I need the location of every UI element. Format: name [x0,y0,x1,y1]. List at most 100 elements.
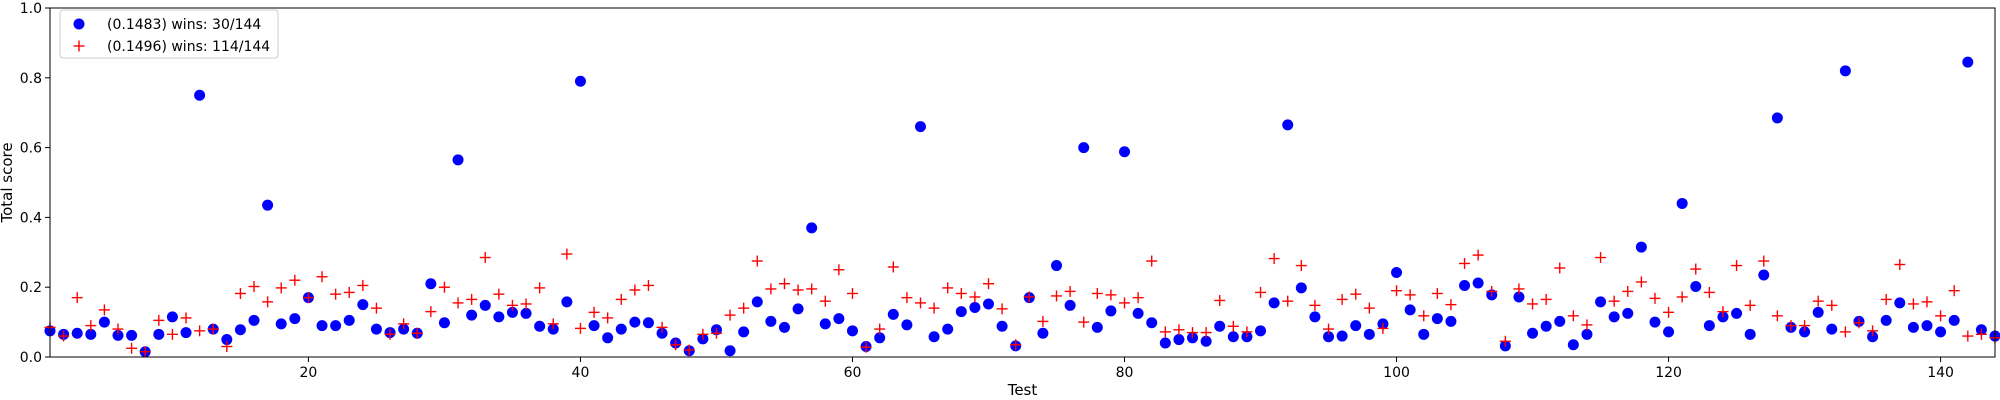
data-point-circle [765,315,777,327]
data-point-circle [1459,279,1471,291]
data-point-plus [846,287,858,299]
data-point-plus [1758,255,1770,267]
data-point-circle [479,299,491,311]
data-point-circle [1744,328,1756,340]
data-point-circle [1935,326,1947,338]
data-point-circle [330,320,342,332]
data-point-plus [275,282,287,294]
data-point-circle [1703,320,1715,332]
data-point-plus [969,291,981,303]
data-point-circle [846,325,858,337]
data-point-circle [316,320,328,332]
x-tick-label: 80 [1116,365,1134,381]
data-point-plus [1690,263,1702,275]
data-point-plus [1540,293,1552,305]
data-point-circle [1350,320,1362,332]
data-point-plus [1227,320,1239,332]
data-point-plus [1214,294,1226,306]
data-point-plus [1527,298,1539,310]
data-point-plus [506,299,518,311]
data-point-plus [1377,322,1389,334]
x-tick-label: 100 [1383,365,1410,381]
data-point-plus [234,287,246,299]
y-axis-label: Total score [0,142,16,223]
data-point-plus [384,328,396,340]
legend-entry-series-2: (0.1496) wins: 114/144 [107,39,270,55]
data-point-circle [574,75,586,87]
data-point-plus [860,341,872,353]
data-point-plus [1391,285,1403,297]
data-point-plus [697,328,709,340]
data-point-circle [1037,327,1049,339]
data-point-plus [1472,249,1484,261]
data-point-plus [1350,288,1362,300]
data-point-circle [1214,320,1226,332]
data-point-plus [1744,299,1756,311]
data-point-circle [751,296,763,308]
data-point-plus [1608,295,1620,307]
data-point-circle [98,316,110,328]
data-point-circle [1962,56,1974,68]
data-point-plus [1867,325,1879,337]
y-tick-label: 0.2 [20,280,42,296]
data-point-circle [1227,331,1239,343]
data-point-plus [996,303,1008,315]
data-point-circle [126,329,138,341]
data-point-circle [112,329,124,341]
data-point-plus [1255,286,1267,298]
data-point-plus [751,255,763,267]
data-point-plus [438,281,450,293]
data-point-circle [1445,315,1457,327]
data-point-plus [1554,262,1566,274]
data-point-plus [112,323,124,335]
data-point-circle [629,316,641,328]
data-point-circle [1105,305,1117,317]
data-point-plus [738,302,750,314]
data-point-plus [874,323,886,335]
data-point-plus [425,306,437,318]
data-point-plus [806,283,818,295]
data-point-plus [1309,299,1321,311]
data-point-circle [275,318,287,330]
data-point-plus [1880,293,1892,305]
data-point-circle [901,319,913,331]
data-point-plus [262,296,274,308]
data-point-circle [615,323,627,335]
data-point-circle [874,332,886,344]
data-point-circle [928,331,940,343]
data-point-plus [302,292,314,304]
data-point-plus [629,284,641,296]
data-point-plus [1241,326,1253,338]
data-point-plus [452,297,464,309]
data-point-circle [1663,326,1675,338]
data-point-plus [1132,292,1144,304]
data-point-plus [493,288,505,300]
data-point-plus [1921,296,1933,308]
data-point-circle [792,303,804,315]
data-point-circle [71,327,83,339]
data-point-plus [534,282,546,294]
x-tick-label: 20 [300,365,318,381]
data-point-circle [1690,281,1702,293]
data-point-plus [1771,310,1783,322]
data-point-plus [1622,285,1634,297]
data-point-plus [765,283,777,295]
data-point-circle [1635,241,1647,253]
data-point-plus [588,306,600,318]
legend: (0.1483) wins: 30/144 (0.1496) wins: 114… [59,9,279,59]
data-point-plus [1717,306,1729,318]
data-point-plus [1091,287,1103,299]
data-point-plus [1282,295,1294,307]
data-point-plus [1907,298,1919,310]
data-point-circle [1907,321,1919,333]
data-point-circle [1894,297,1906,309]
data-point-plus [1499,335,1511,347]
y-tick-label: 0.8 [20,71,42,87]
x-axis-label: Test [1007,381,1038,399]
data-point-circle [1812,306,1824,318]
data-point-plus [1323,323,1335,335]
data-point-circle [466,309,478,321]
legend-marker-circle [73,18,85,30]
data-point-plus [343,286,355,298]
data-point-circle [1554,315,1566,327]
